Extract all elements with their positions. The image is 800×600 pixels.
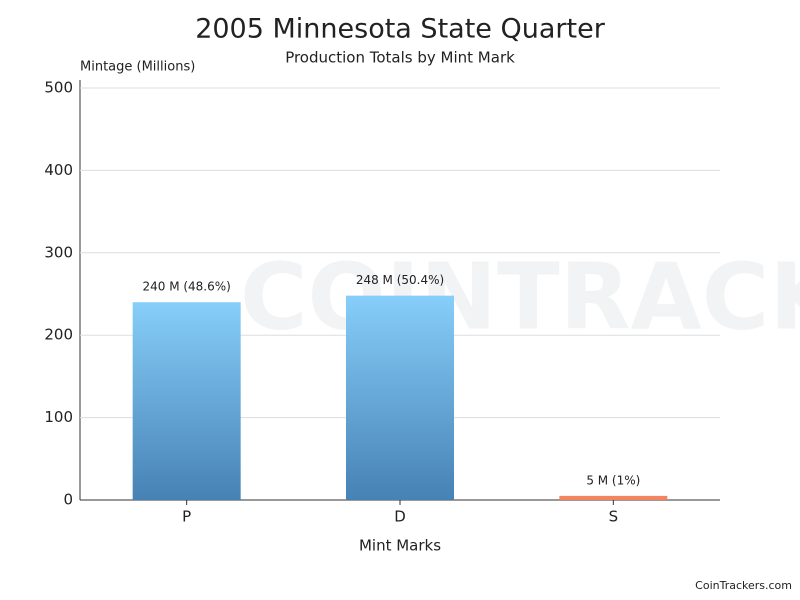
- bar: [559, 496, 667, 500]
- x-tick-label: D: [394, 508, 406, 526]
- value-label: 240 M (48.6%): [142, 280, 230, 294]
- y-tick-label: 200: [44, 326, 73, 344]
- y-tick-label: 500: [44, 79, 73, 97]
- y-tick-label: 0: [63, 491, 73, 509]
- y-tick-label: 100: [44, 408, 73, 426]
- y-axis-label: Mintage (Millions): [80, 60, 195, 75]
- chart-title: 2005 Minnesota State Quarter: [195, 14, 605, 45]
- x-axis-label: Mint Marks: [359, 537, 441, 555]
- y-tick-label: 400: [44, 161, 73, 179]
- bar: [346, 296, 454, 500]
- x-tick-label: P: [182, 508, 191, 526]
- bar: [133, 302, 241, 500]
- credit: CoinTrackers.com: [695, 579, 792, 592]
- value-label: 5 M (1%): [586, 473, 640, 487]
- y-tick-label: 300: [44, 243, 73, 261]
- chart-subtitle: Production Totals by Mint Mark: [285, 49, 515, 67]
- watermark: COINTRACKERS: [240, 243, 800, 350]
- x-tick-label: S: [609, 508, 619, 526]
- value-label: 248 M (50.4%): [356, 273, 444, 287]
